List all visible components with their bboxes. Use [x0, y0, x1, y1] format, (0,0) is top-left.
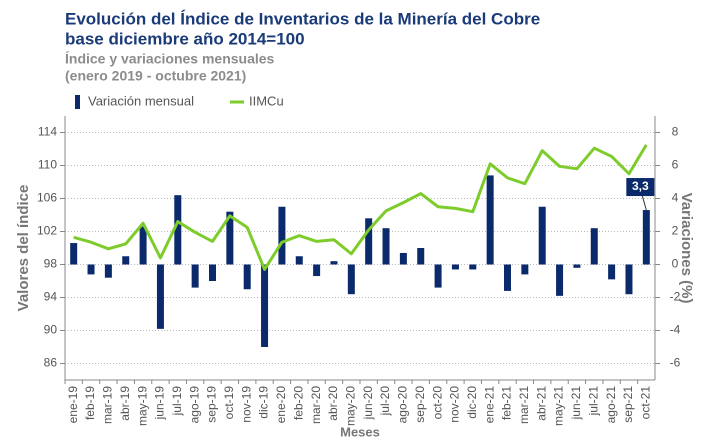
y2-tick-label: 2 — [672, 224, 679, 238]
y-tick-label: 98 — [44, 257, 58, 271]
y-tick-label: 110 — [38, 158, 57, 172]
x-axis-label: Meses — [340, 424, 380, 439]
bar — [87, 264, 95, 275]
x-tick-label: mar-21 — [517, 386, 531, 424]
x-tick-label: sep-20 — [413, 386, 427, 423]
y2-tick-label: 0 — [672, 257, 679, 271]
bar — [70, 243, 78, 265]
x-tick-label: jun-20 — [361, 386, 375, 421]
bar — [313, 264, 321, 277]
y2-tick-label: -4 — [670, 323, 681, 337]
y-tick-label: 86 — [44, 356, 58, 370]
y-tick-label: 106 — [37, 191, 57, 205]
x-tick-label: mar-20 — [309, 386, 323, 424]
chart-subtitle: Índice y variaciones mensuales — [65, 51, 275, 67]
x-tick-label: jul-21 — [586, 386, 600, 417]
y-tick-label: 94 — [44, 290, 58, 304]
bar — [642, 210, 650, 265]
bar — [139, 226, 147, 265]
label-leader — [641, 195, 647, 211]
bar — [209, 264, 216, 281]
x-tick-label: jul-19 — [170, 386, 184, 417]
x-tick-label: ene-21 — [482, 386, 496, 424]
x-tick-label: ene-20 — [274, 386, 288, 424]
bar — [174, 195, 182, 265]
bar — [382, 228, 390, 265]
chart-title: base diciembre año 2014=100 — [65, 29, 305, 48]
x-tick-label: feb-19 — [83, 386, 97, 420]
bar — [608, 264, 616, 280]
legend-swatch — [75, 95, 80, 109]
x-tick-label: jul-20 — [378, 386, 392, 417]
chart-title: Evolución del Índice de Inventarios de l… — [65, 9, 540, 28]
bar — [451, 264, 459, 270]
x-tick-label: dic-19 — [257, 386, 271, 419]
bar — [504, 264, 511, 291]
bar — [191, 264, 199, 288]
x-tick-label: oct-20 — [430, 386, 444, 420]
bar — [278, 206, 286, 265]
bar — [295, 256, 303, 265]
bar — [122, 256, 130, 265]
x-tick-label: abr-21 — [534, 386, 548, 421]
y2-tick-label: 6 — [672, 158, 679, 172]
x-tick-label: dic-20 — [465, 386, 479, 419]
bar — [486, 175, 494, 265]
y2-tick-label: -2 — [670, 290, 681, 304]
bar — [104, 264, 112, 278]
label-box — [626, 178, 655, 197]
bar — [625, 264, 633, 295]
y-tick-label: 90 — [44, 323, 58, 337]
x-tick-label: ago-21 — [604, 386, 618, 424]
x-tick-label: mar-19 — [101, 386, 115, 424]
x-tick-label: oct-19 — [222, 386, 236, 420]
data-label: 3,3 — [632, 179, 649, 193]
x-tick-label: nov-20 — [448, 386, 462, 423]
x-tick-label: sep-19 — [205, 386, 219, 423]
bar — [365, 218, 373, 265]
bar — [469, 264, 477, 270]
x-tick-label: may-19 — [135, 386, 149, 426]
x-tick-label: ago-19 — [187, 386, 201, 424]
x-tick-label: nov-19 — [239, 386, 253, 423]
bar — [330, 261, 338, 265]
y2-axis-label: Variaciones (%) — [678, 193, 695, 304]
chart-subtitle: (enero 2019 - octubre 2021) — [65, 68, 246, 84]
bar — [417, 248, 425, 265]
y2-tick-label: 8 — [672, 125, 679, 139]
x-tick-label: sep-21 — [621, 386, 635, 423]
x-tick-label: may-20 — [343, 386, 357, 426]
y-tick-label: 114 — [38, 125, 57, 139]
y2-tick-label: -6 — [670, 356, 681, 370]
x-tick-label: feb-21 — [500, 386, 514, 420]
x-tick-label: jun-19 — [153, 386, 167, 421]
y-tick-label: 102 — [37, 224, 57, 238]
x-tick-label: abr-20 — [326, 386, 340, 421]
bar — [434, 264, 442, 288]
x-tick-label: ene-19 — [66, 386, 80, 424]
y2-tick-label: 4 — [672, 191, 679, 205]
bar — [243, 264, 251, 290]
y-axis-label: Valores del índice — [15, 185, 32, 312]
bar — [226, 211, 234, 265]
line — [73, 144, 648, 271]
bar — [538, 206, 546, 265]
bar — [399, 252, 407, 265]
bar — [521, 264, 529, 275]
bar — [556, 264, 564, 296]
x-tick-label: abr-19 — [118, 386, 132, 421]
bar — [590, 228, 598, 265]
x-tick-label: jun-21 — [569, 386, 583, 421]
x-tick-label: feb-20 — [291, 386, 305, 420]
bar — [261, 264, 269, 347]
x-tick-label: oct-21 — [638, 386, 652, 420]
legend-label: IIMCu — [249, 93, 284, 108]
bar — [347, 264, 355, 295]
bar — [573, 264, 581, 268]
x-tick-label: ago-20 — [396, 386, 410, 424]
bar — [156, 264, 164, 329]
x-tick-label: may-21 — [552, 386, 566, 426]
legend-label: Variación mensual — [88, 93, 194, 108]
